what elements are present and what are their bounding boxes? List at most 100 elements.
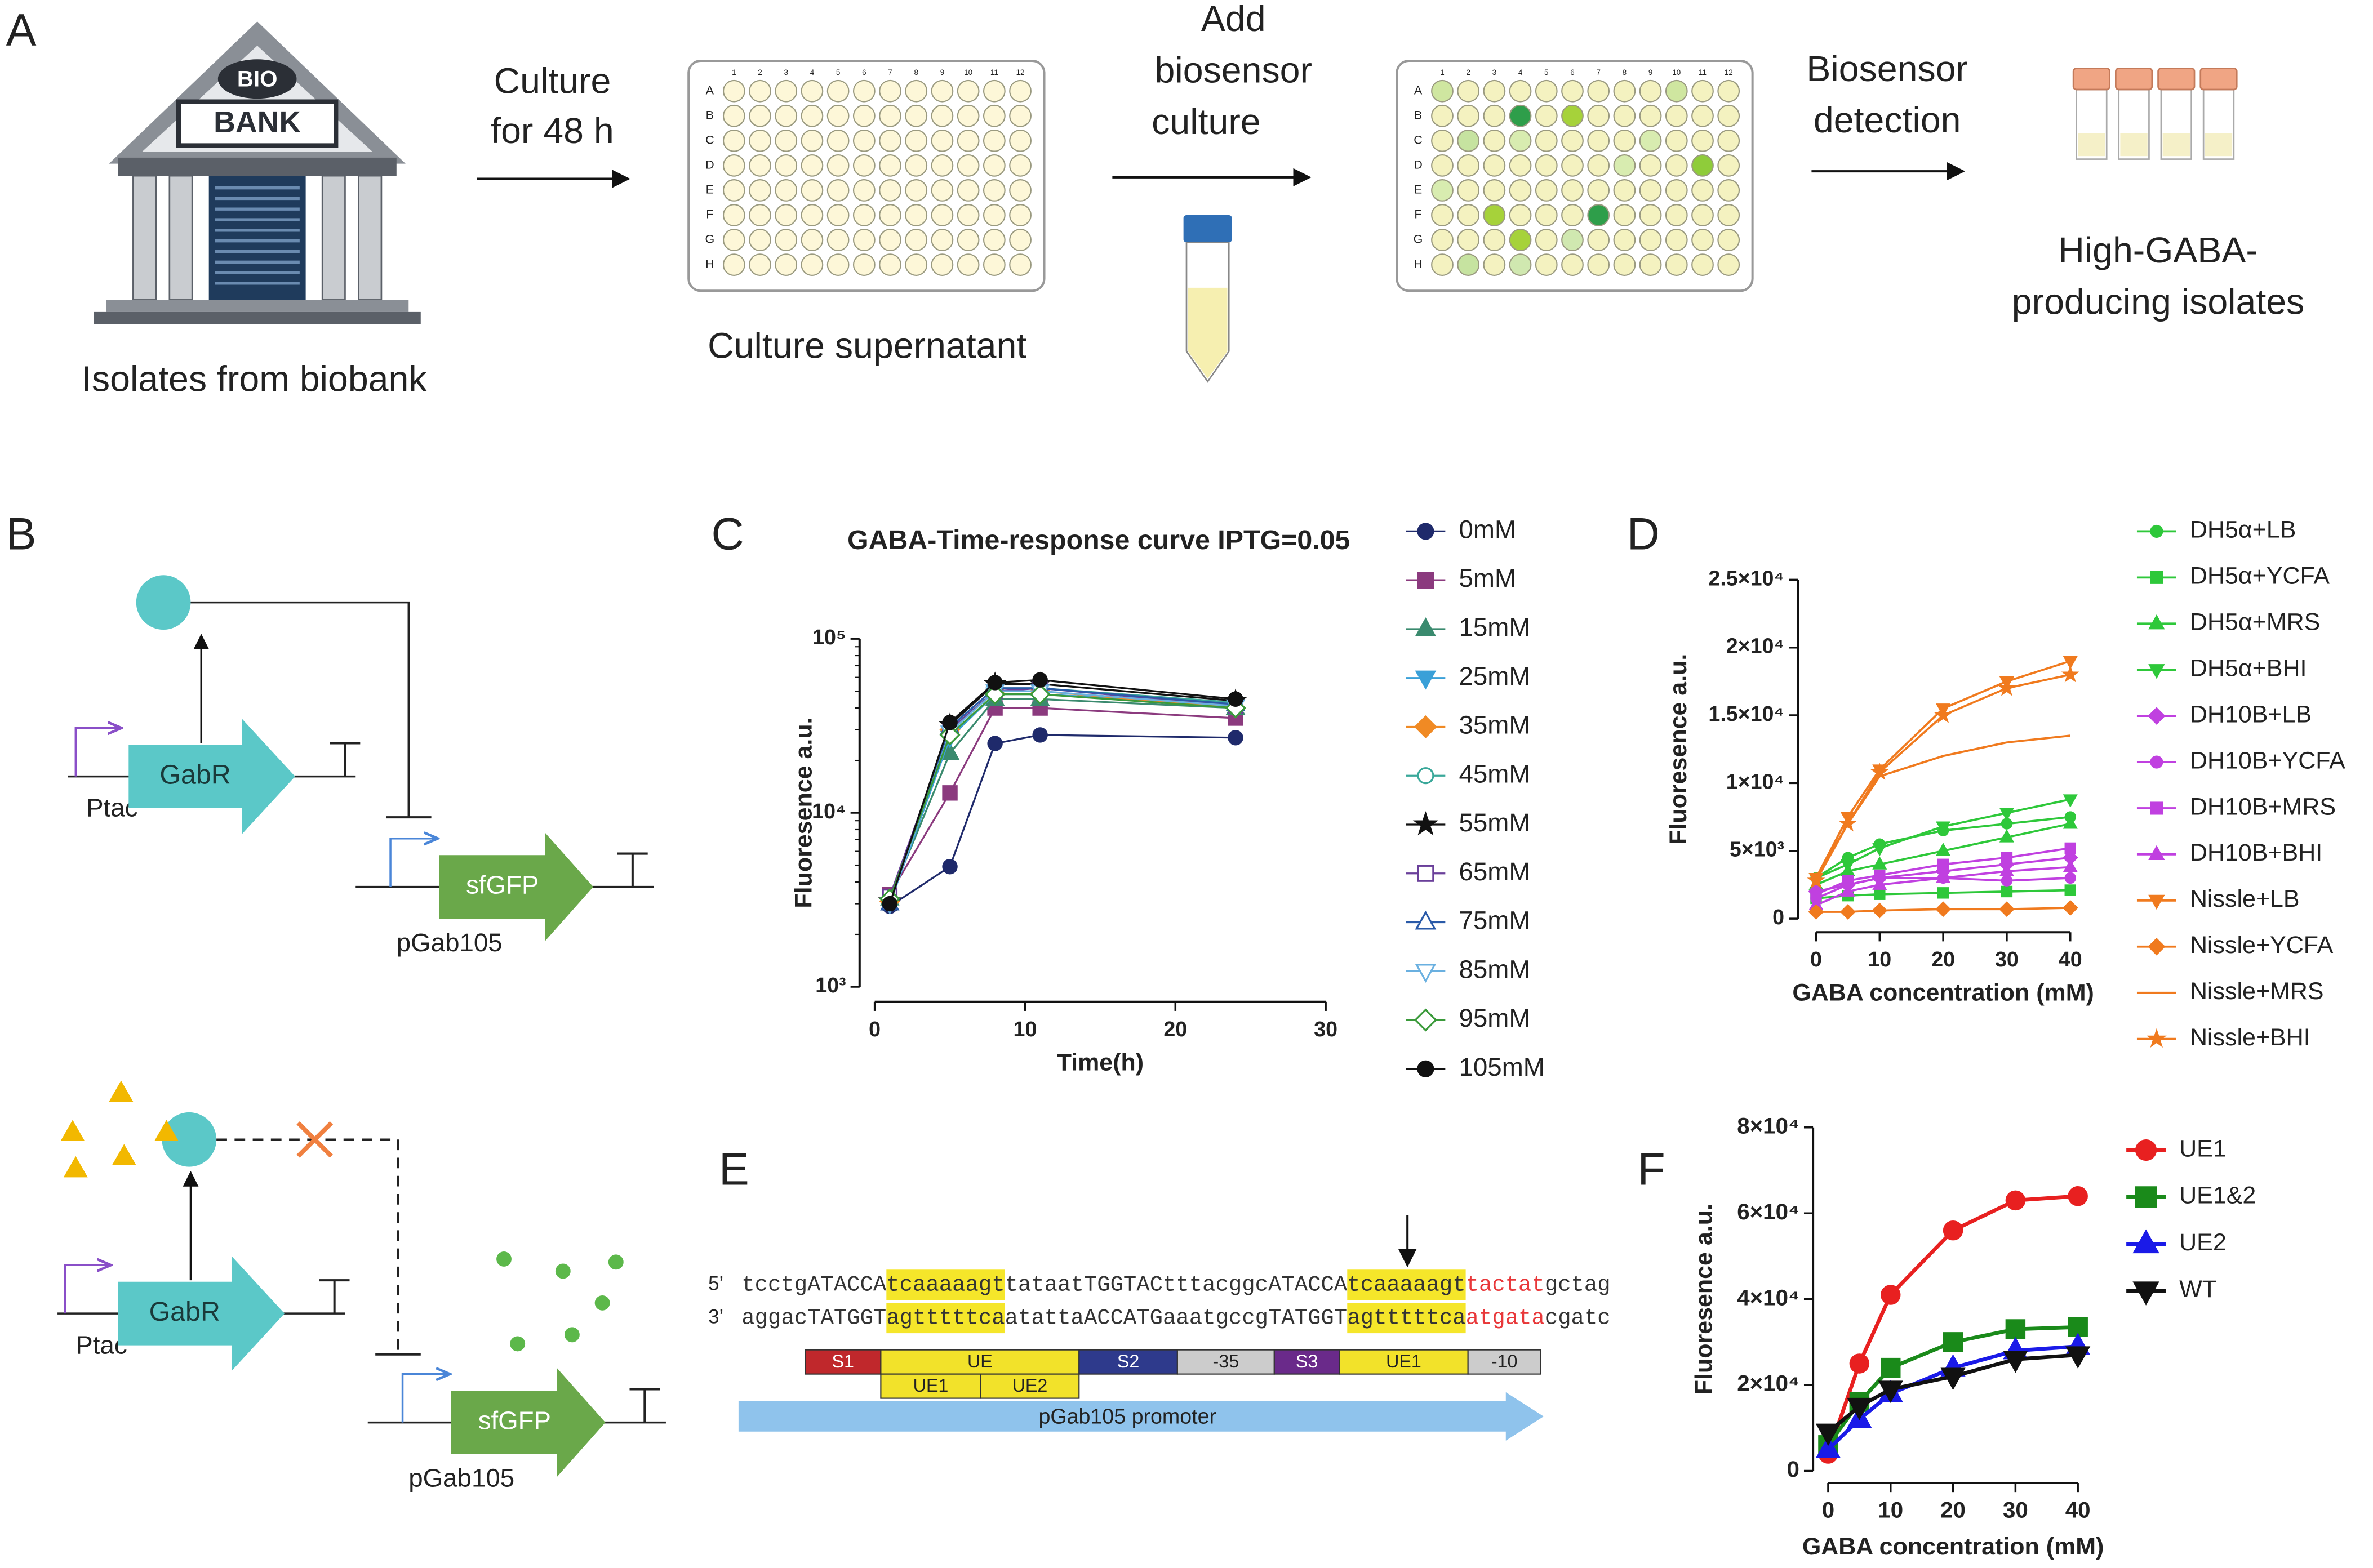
well <box>1613 104 1636 127</box>
plate-row-label: D <box>1414 158 1423 172</box>
plate-row-label: E <box>1414 183 1422 197</box>
data-point <box>1029 683 1051 705</box>
door-stripes <box>215 186 300 285</box>
well <box>1665 204 1688 226</box>
sequence: atattaACCATGaaatgccgTATGGT <box>1005 1306 1348 1331</box>
line-shape <box>296 1121 334 1158</box>
gaba <box>154 1120 179 1141</box>
data-point <box>1935 901 1951 917</box>
well <box>1457 129 1480 152</box>
data-point <box>2064 872 2076 884</box>
promoter <box>64 1265 109 1314</box>
well <box>1561 204 1584 226</box>
data-point <box>987 675 1003 691</box>
series-line <box>1826 1194 2078 1455</box>
plate-column-label: 3 <box>784 68 788 77</box>
gene-label: GabR <box>149 1297 220 1327</box>
y-tick-label: 6×10⁴ <box>1737 1199 1799 1224</box>
data-point <box>987 736 1003 751</box>
well <box>1717 204 1740 226</box>
well <box>749 104 771 127</box>
plate-column-label: 11 <box>1699 68 1707 77</box>
y-tick-label: 5×10³ <box>1730 838 1784 861</box>
gabr-protein <box>136 575 191 630</box>
well <box>1431 204 1454 226</box>
legend-marker <box>2150 524 2163 538</box>
tube-cap <box>2114 68 2153 91</box>
well <box>1483 179 1506 202</box>
well <box>905 129 928 152</box>
well <box>957 253 980 276</box>
well <box>1639 253 1662 276</box>
column <box>132 175 157 301</box>
plate-column-label: 1 <box>732 68 736 77</box>
entablature <box>118 157 397 176</box>
well <box>983 179 1006 202</box>
well <box>1665 253 1688 276</box>
well <box>983 229 1006 251</box>
well <box>1639 129 1662 152</box>
step-text: Biosensor <box>1806 48 1968 89</box>
well <box>1691 253 1714 276</box>
legend-label: UE1&2 <box>2179 1182 2256 1209</box>
well <box>983 129 1006 152</box>
plate-row-label: G <box>705 233 714 246</box>
tube-liquid <box>1188 287 1228 379</box>
well <box>1717 154 1740 177</box>
legend-marker <box>1415 617 1437 636</box>
element-label: UE1 <box>913 1375 949 1396</box>
y-tick-label: 2.5×10⁴ <box>1708 566 1784 590</box>
series-line <box>1815 876 2070 899</box>
well <box>983 253 1006 276</box>
gfp-dots <box>496 1251 624 1352</box>
well <box>1431 179 1454 202</box>
well <box>826 253 850 276</box>
terminator <box>330 742 361 777</box>
well <box>1639 229 1662 251</box>
legend-marker <box>1415 670 1437 690</box>
caption: High-GABA- <box>2058 230 2258 270</box>
well <box>931 104 954 127</box>
well <box>775 154 798 177</box>
data-point <box>1943 1332 1963 1352</box>
legend-marker <box>2135 1139 2157 1161</box>
well <box>1457 179 1480 202</box>
well <box>1009 229 1032 251</box>
x-tick-label: 20 <box>1163 1017 1187 1041</box>
data-point <box>1838 814 1857 832</box>
well <box>1587 253 1610 276</box>
legend-marker <box>1417 1060 1434 1077</box>
panel-label: A <box>6 5 37 56</box>
gene-label: sfGFP <box>466 871 539 899</box>
gene-label: sfGFP <box>478 1406 551 1435</box>
well <box>1613 229 1636 251</box>
element-label: UE2 <box>1012 1375 1048 1396</box>
legend-label: 45mM <box>1459 759 1531 788</box>
well <box>1561 79 1584 103</box>
well <box>1457 253 1480 276</box>
x-tick-label: 30 <box>1995 947 2019 971</box>
legend-label: DH5α+MRS <box>2190 609 2320 636</box>
legend-marker <box>1414 715 1437 738</box>
well <box>1535 229 1558 251</box>
plate-column-label: 10 <box>964 68 972 77</box>
series-line <box>888 687 1236 899</box>
well <box>775 129 798 152</box>
data-point <box>1999 863 2014 876</box>
panel-label: F <box>1637 1144 1665 1195</box>
data-point <box>1815 1436 1841 1458</box>
gaba <box>109 1080 134 1102</box>
well <box>852 229 876 251</box>
panel-label: C <box>712 509 744 559</box>
promoter-label: pGab105 promoter <box>1038 1404 1216 1428</box>
plate-column-label: 5 <box>1544 68 1548 77</box>
data-point <box>984 683 1006 705</box>
well <box>1009 154 1032 177</box>
legend-marker <box>2150 571 2163 584</box>
well <box>1561 179 1584 202</box>
tube-cap <box>2072 68 2110 91</box>
well <box>801 154 824 177</box>
